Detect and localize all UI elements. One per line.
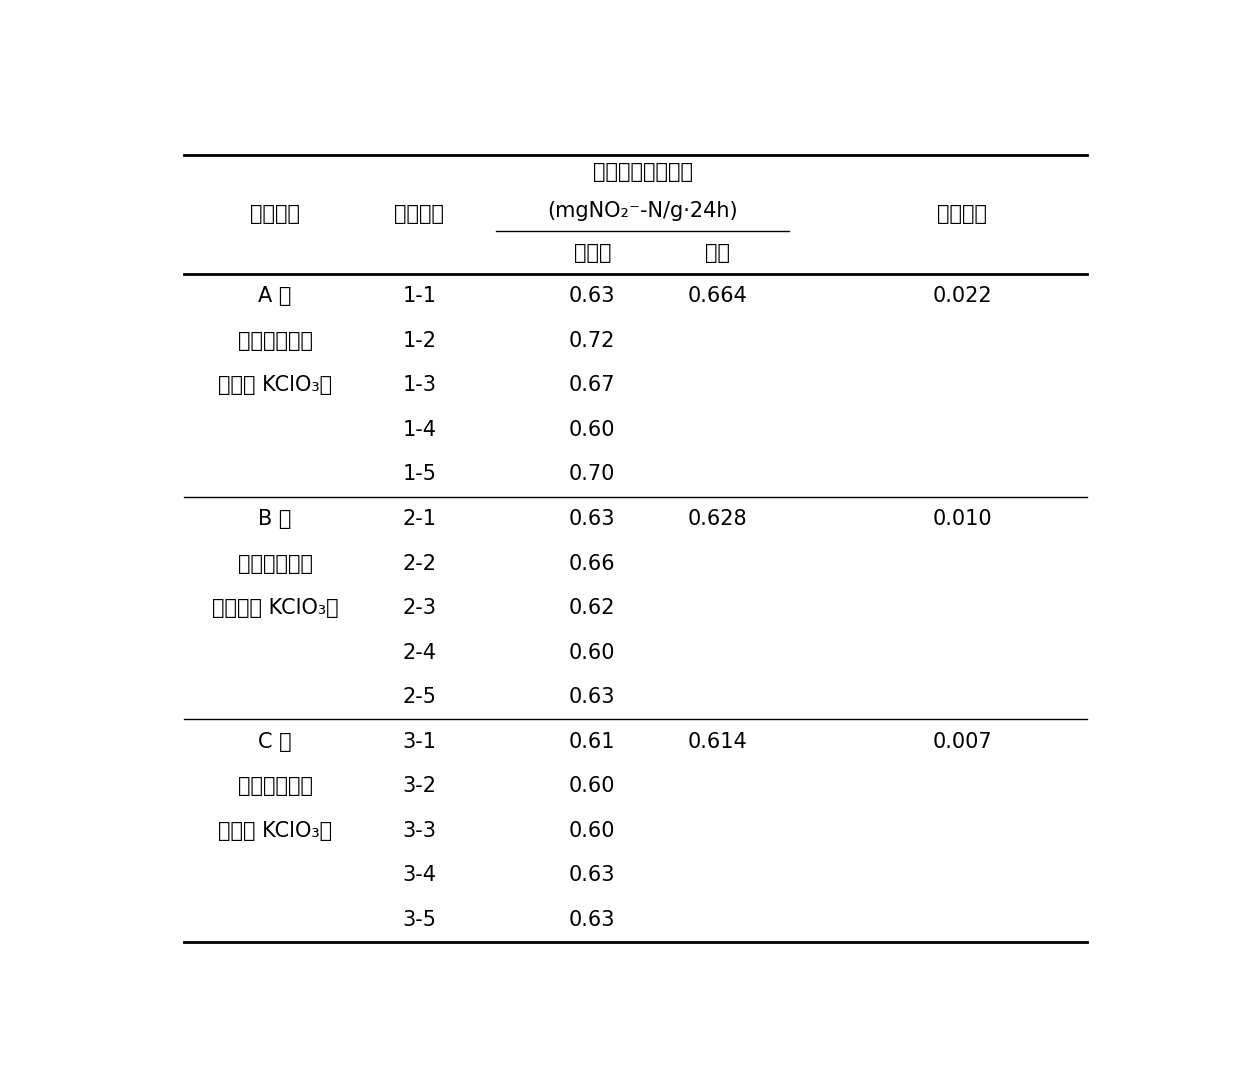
- Text: 0.66: 0.66: [569, 554, 615, 573]
- Text: 3-1: 3-1: [402, 731, 436, 752]
- Text: 2-5: 2-5: [402, 687, 436, 708]
- Text: 0.60: 0.60: [569, 420, 615, 440]
- Text: 0.63: 0.63: [569, 687, 615, 708]
- Text: 0.63: 0.63: [569, 287, 615, 306]
- Text: 2-2: 2-2: [402, 554, 436, 573]
- Text: 0.60: 0.60: [569, 776, 615, 796]
- Text: （添加 KClO₃）: （添加 KClO₃）: [218, 821, 332, 841]
- Text: 0.614: 0.614: [687, 731, 746, 752]
- Text: 测定值: 测定值: [574, 242, 611, 263]
- Text: 减压三角瓶组: 减压三角瓶组: [238, 331, 312, 351]
- Text: A 组: A 组: [258, 287, 291, 306]
- Text: 0.007: 0.007: [932, 731, 992, 752]
- Text: 2-1: 2-1: [402, 509, 436, 529]
- Text: 均值: 均值: [704, 242, 729, 263]
- Text: 0.628: 0.628: [687, 509, 746, 529]
- Text: 处理编号: 处理编号: [394, 204, 444, 224]
- Text: 0.62: 0.62: [569, 598, 615, 618]
- Text: 1-2: 1-2: [402, 331, 436, 351]
- Text: 3-4: 3-4: [402, 866, 436, 885]
- Text: 0.60: 0.60: [569, 821, 615, 841]
- Text: C 组: C 组: [258, 731, 291, 752]
- Text: 处理分组: 处理分组: [250, 204, 300, 224]
- Text: 1-3: 1-3: [402, 375, 436, 395]
- Text: 0.664: 0.664: [687, 287, 748, 306]
- Text: 3-2: 3-2: [402, 776, 436, 796]
- Text: 0.63: 0.63: [569, 910, 615, 929]
- Text: 标准误差: 标准误差: [937, 204, 987, 224]
- Text: B 组: B 组: [258, 509, 291, 529]
- Text: 1-1: 1-1: [402, 287, 436, 306]
- Text: 真空干燥器组: 真空干燥器组: [238, 776, 312, 796]
- Text: 2-3: 2-3: [402, 598, 436, 618]
- Text: (mgNO₂⁻-N/g·24h): (mgNO₂⁻-N/g·24h): [547, 200, 738, 221]
- Text: 1-5: 1-5: [402, 464, 436, 485]
- Text: 3-5: 3-5: [402, 910, 436, 929]
- Text: 0.010: 0.010: [932, 509, 992, 529]
- Text: 3-3: 3-3: [402, 821, 436, 841]
- Text: （不添加 KClO₃）: （不添加 KClO₃）: [212, 598, 339, 618]
- Text: 0.72: 0.72: [569, 331, 615, 351]
- Text: 0.61: 0.61: [569, 731, 615, 752]
- Text: （添加 KClO₃）: （添加 KClO₃）: [218, 375, 332, 395]
- Text: 0.67: 0.67: [569, 375, 615, 395]
- Text: 真空干燥器组: 真空干燥器组: [238, 554, 312, 573]
- Text: 亚硝酸还原酶活性: 亚硝酸还原酶活性: [593, 162, 693, 183]
- Text: 0.63: 0.63: [569, 866, 615, 885]
- Text: 2-4: 2-4: [402, 643, 436, 662]
- Text: 0.022: 0.022: [932, 287, 992, 306]
- Text: 0.60: 0.60: [569, 643, 615, 662]
- Text: 1-4: 1-4: [402, 420, 436, 440]
- Text: 0.70: 0.70: [569, 464, 615, 485]
- Text: 0.63: 0.63: [569, 509, 615, 529]
